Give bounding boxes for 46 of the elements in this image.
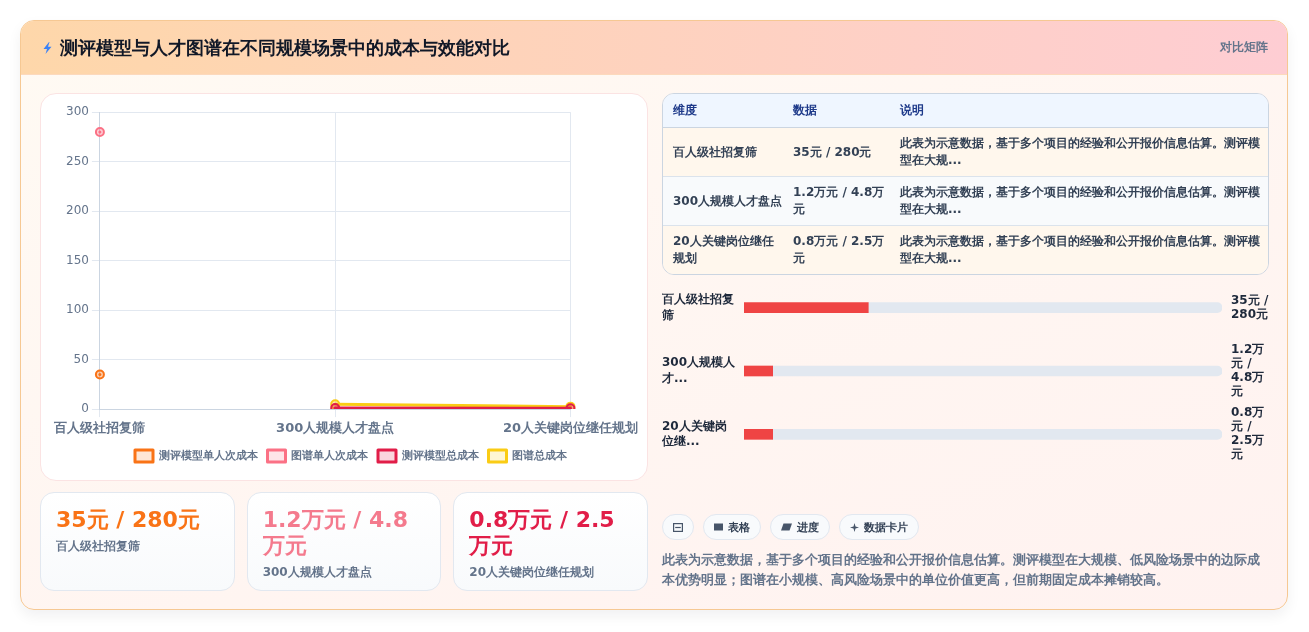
text: 此表为示意数据，基于多个项目的经验和公开报价信息估算。测评模型在大规... — [900, 136, 1260, 167]
text: 35元 / 280元 — [56, 507, 200, 532]
text: 1.2万元 / 4.8万元 — [793, 185, 885, 216]
text: 此表为示意数据，基于多个项目的经验和公开报价信息估算。测评模型在大规... — [900, 234, 1260, 265]
legend-label: 测评模型总成本 — [400, 448, 480, 462]
text: 1.2万元 / 4.8万元 — [1230, 342, 1265, 399]
point — [94, 369, 105, 380]
text: 0.8万元 / 2.5万元 — [469, 507, 615, 558]
y-tick-label: 300人规模人才... — [661, 355, 737, 385]
y-tick-label: 0 — [81, 401, 89, 416]
text: 35元 / 280元 — [793, 144, 872, 159]
text: 35元 / 280元 — [1231, 292, 1269, 321]
text: 20人关键岗位继任规划 — [673, 234, 774, 265]
category-label: 数据卡片 — [864, 519, 908, 535]
category-label: 20人关键岗位继任规划 — [469, 564, 596, 581]
y-tick-label: 250 — [66, 153, 89, 168]
y-tick-label: 50 — [73, 351, 89, 366]
text: 此表为示意数据，基于多个项目的经验和公开报价信息估算。测评模型在大规模、低风险场景中的边际成本优势明显；图谱在小规模、高风险场景中的单位价值更高，但前期固定成本摊销较高。 — [662, 551, 1261, 589]
tab-button[interactable] — [839, 514, 919, 540]
category-label: 数据 — [785, 94, 892, 128]
category-label: 表格 — [728, 519, 750, 535]
y-tick-label: 150 — [66, 252, 89, 267]
y-tick-label: 100 — [66, 302, 89, 317]
text: 测评模型与人才图谱在不同规模场景中的成本与效能对比 — [60, 35, 510, 60]
text: 百人级社招复筛 — [673, 144, 757, 159]
x-tick-label: 300人规模人才盘点 — [276, 419, 395, 435]
text: 300人规模人才盘点 — [673, 193, 783, 208]
y-tick-label: 20人关键岗位继... — [661, 418, 727, 449]
text: 0.8万元 / 2.5万元 — [1230, 405, 1265, 462]
category-label: 维度 — [663, 94, 785, 128]
point — [94, 126, 105, 137]
legend-label: 图谱总成本 — [512, 448, 568, 462]
y-tick-label: 百人级社招复筛 — [661, 291, 734, 322]
text: 1.2万元 / 4.8万元 — [262, 507, 408, 558]
text: 0.8万元 / 2.5万元 — [793, 234, 885, 265]
category-label: 300人规模人才盘点 — [262, 564, 373, 581]
text: 此表为示意数据，基于多个项目的经验和公开报价信息估算。测评模型在大规... — [900, 185, 1260, 216]
y-tick-label: 200 — [66, 203, 89, 218]
x-tick-label: 百人级社招复筛 — [53, 419, 146, 435]
category-label: 进度 — [797, 519, 819, 535]
x-tick-label: 20人关键岗位继任规划 — [502, 419, 638, 435]
y-tick-label: 300 — [66, 104, 89, 119]
legend-label: 图谱单人次成本 — [291, 448, 369, 462]
text: 对比矩阵 — [1220, 39, 1268, 56]
category-label: 说明 — [892, 94, 1268, 128]
legend-label: 测评模型单人次成本 — [157, 448, 259, 462]
